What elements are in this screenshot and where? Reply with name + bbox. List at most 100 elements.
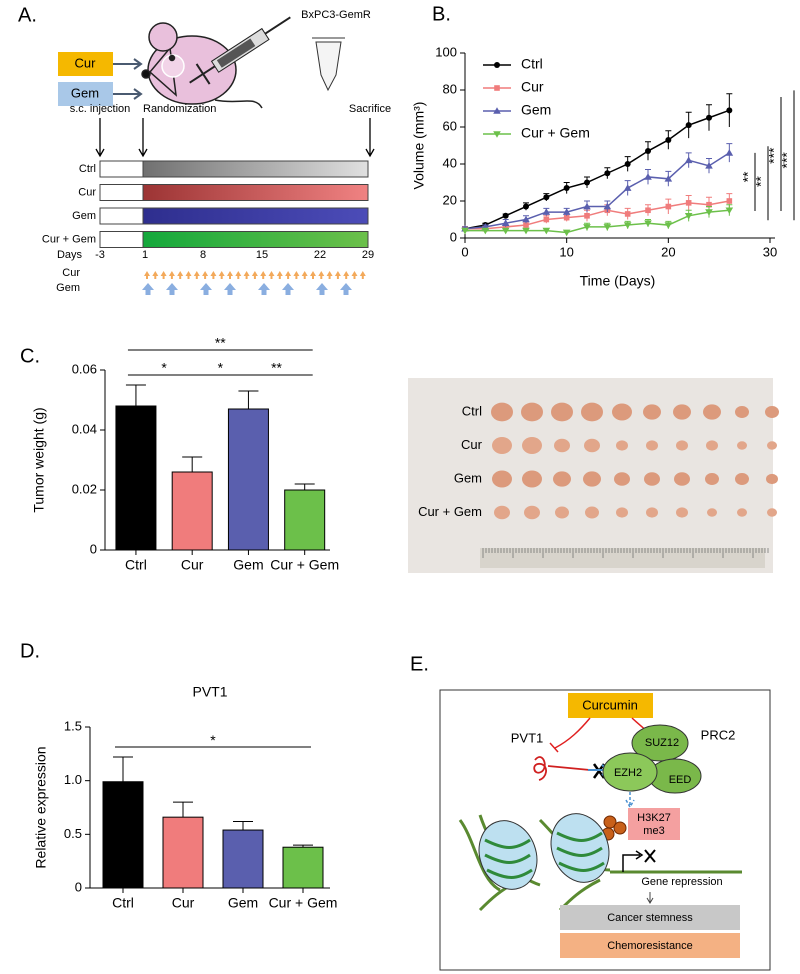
point <box>624 211 631 217</box>
tumor <box>581 402 603 422</box>
tumor <box>524 505 540 520</box>
significance-label: * <box>218 360 224 376</box>
tumor <box>644 472 660 486</box>
tube <box>312 37 345 92</box>
legend-label: Cur + Gem <box>521 125 590 141</box>
x-tick-label: 30 <box>763 244 777 259</box>
tumor <box>646 507 658 518</box>
y-tick-label: 0.06 <box>72 361 97 376</box>
tumor <box>767 508 777 517</box>
subunit-label: SUZ12 <box>645 737 679 749</box>
series-line <box>464 152 730 230</box>
cur-dose <box>276 271 283 279</box>
point <box>684 213 693 220</box>
tumor <box>554 438 570 453</box>
point <box>584 213 590 219</box>
legend-marker <box>494 85 500 91</box>
legend-label: Ctrl <box>521 56 543 72</box>
point <box>523 203 529 210</box>
drug-box <box>568 693 653 718</box>
cur-dose <box>326 271 333 279</box>
y-axis-label: Volume (mm³) <box>411 102 427 190</box>
cur-dose <box>251 271 258 279</box>
legend-label: Cur <box>521 79 544 95</box>
panel-label: A. <box>18 4 37 26</box>
tumor <box>676 440 688 451</box>
histone-mark: me3 <box>643 825 664 837</box>
point <box>522 227 530 235</box>
tumor <box>767 441 777 450</box>
cur-dose <box>227 271 233 279</box>
tumor <box>521 402 543 422</box>
row-label: Cur + Gem <box>418 504 482 519</box>
point <box>583 224 591 231</box>
arrows <box>113 58 143 100</box>
tumor <box>585 506 599 519</box>
x-tick-label: 10 <box>559 244 573 259</box>
series-line <box>465 200 730 230</box>
schedule-label: Gem <box>56 282 80 294</box>
significance-label: ** <box>271 360 282 376</box>
point <box>623 184 632 191</box>
point <box>645 207 651 214</box>
group-label: Cur <box>78 186 96 198</box>
day-label: 8 <box>200 249 206 261</box>
subunit <box>631 724 689 762</box>
error-bar <box>113 756 133 782</box>
row-label: Cur <box>461 437 483 452</box>
point <box>584 179 590 186</box>
tumor <box>707 508 717 517</box>
point <box>644 173 652 180</box>
point <box>664 222 673 229</box>
point <box>542 227 551 235</box>
outcome: Chemoresistance <box>607 940 693 952</box>
x-tick-label: Cur <box>172 895 195 911</box>
y-tick-label: 1.5 <box>64 718 82 733</box>
outcome-box <box>560 933 740 958</box>
y-tick-label: 0 <box>75 879 82 894</box>
tumor <box>674 472 690 486</box>
point <box>603 224 612 231</box>
point <box>725 149 734 156</box>
drug: Curcumin <box>582 697 638 712</box>
y-axis-label: Tumor weight (g) <box>31 407 47 512</box>
tumor <box>703 404 721 420</box>
error-bar <box>125 384 146 406</box>
tumor <box>766 473 778 485</box>
event-arrows <box>95 118 375 158</box>
significance-label: ** <box>215 335 226 351</box>
cur-dose <box>293 271 300 279</box>
event: s.c. injection <box>70 103 131 115</box>
point <box>543 216 550 223</box>
significance-label: * <box>161 360 167 376</box>
day-label: 1 <box>142 249 148 261</box>
pre-phase <box>99 207 144 225</box>
y-tick-label: 1.0 <box>64 772 82 787</box>
x-tick-label: Gem <box>233 557 263 573</box>
bar <box>162 816 204 889</box>
effect: Gene repression <box>641 876 722 888</box>
tumor <box>492 437 512 454</box>
cur-dose <box>359 271 366 279</box>
gem-dose <box>166 283 178 295</box>
block <box>644 849 656 863</box>
cur-dose <box>160 271 167 279</box>
treatment-phase <box>142 160 369 178</box>
tumor <box>737 441 747 450</box>
arrow <box>625 792 635 809</box>
tumor <box>584 438 600 453</box>
point <box>644 220 652 227</box>
treatment: Cur <box>75 55 97 70</box>
x-tick-label: Cur <box>181 557 204 573</box>
bar <box>284 489 326 551</box>
y-tick-label: 0 <box>90 541 97 556</box>
day-label: 15 <box>256 249 268 261</box>
point <box>562 229 571 237</box>
day-label: -3 <box>95 249 105 261</box>
y-tick-label: 100 <box>435 44 457 59</box>
tss <box>622 850 644 872</box>
timeline: Ctrl Cur Gem Cur + Gem -3 1 8 15 22 29 <box>42 160 374 295</box>
tumor <box>555 506 569 519</box>
point <box>665 136 672 143</box>
treatment-phase <box>142 184 369 201</box>
